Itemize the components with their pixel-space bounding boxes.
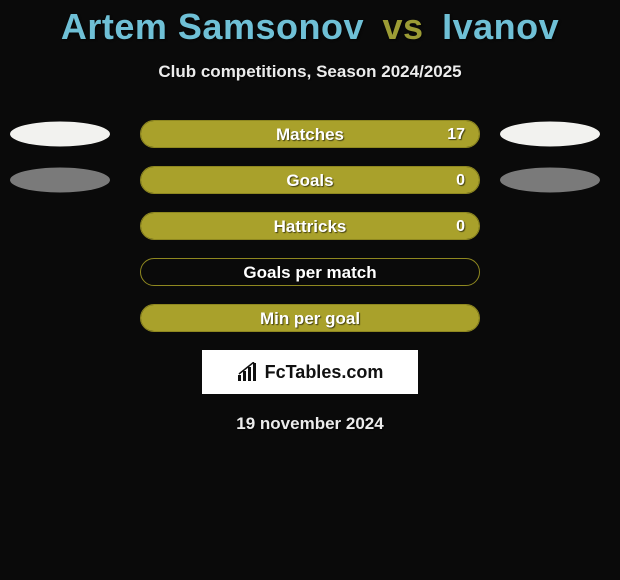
ellipse-icon [500,122,600,147]
stat-row-matches: Matches 17 [0,120,620,148]
vs-separator: vs [383,6,424,47]
comparison-title: Artem Samsonov vs Ivanov [0,0,620,48]
stat-label: Min per goal [260,305,360,333]
stat-label: Matches [276,121,344,149]
stat-bar: Goals 0 [140,166,480,194]
ellipse-icon [10,168,110,193]
ellipse-icon [500,168,600,193]
stat-value: 0 [456,167,465,195]
player1-name: Artem Samsonov [61,6,364,47]
bars-icon [237,362,261,382]
player2-name: Ivanov [442,6,559,47]
stats-container: Matches 17 Goals 0 Hattricks 0 Goals per… [0,120,620,332]
subtitle: Club competitions, Season 2024/2025 [0,62,620,82]
branding-logo: FcTables.com [237,362,384,383]
stat-bar: Hattricks 0 [140,212,480,240]
stat-bar: Min per goal [140,304,480,332]
stat-row-gpm: Goals per match [0,258,620,286]
stat-row-mpg: Min per goal [0,304,620,332]
stat-label: Goals per match [243,259,376,287]
stat-bar: Goals per match [140,258,480,286]
branding-text: FcTables.com [265,362,384,383]
stat-value: 17 [447,121,465,149]
stat-label: Goals [286,167,333,195]
stat-row-goals: Goals 0 [0,166,620,194]
stat-row-hattricks: Hattricks 0 [0,212,620,240]
branding-box: FcTables.com [202,350,418,394]
stat-bar: Matches 17 [140,120,480,148]
stat-label: Hattricks [274,213,347,241]
stat-value: 0 [456,213,465,241]
ellipse-icon [10,122,110,147]
footer-date: 19 november 2024 [0,414,620,434]
